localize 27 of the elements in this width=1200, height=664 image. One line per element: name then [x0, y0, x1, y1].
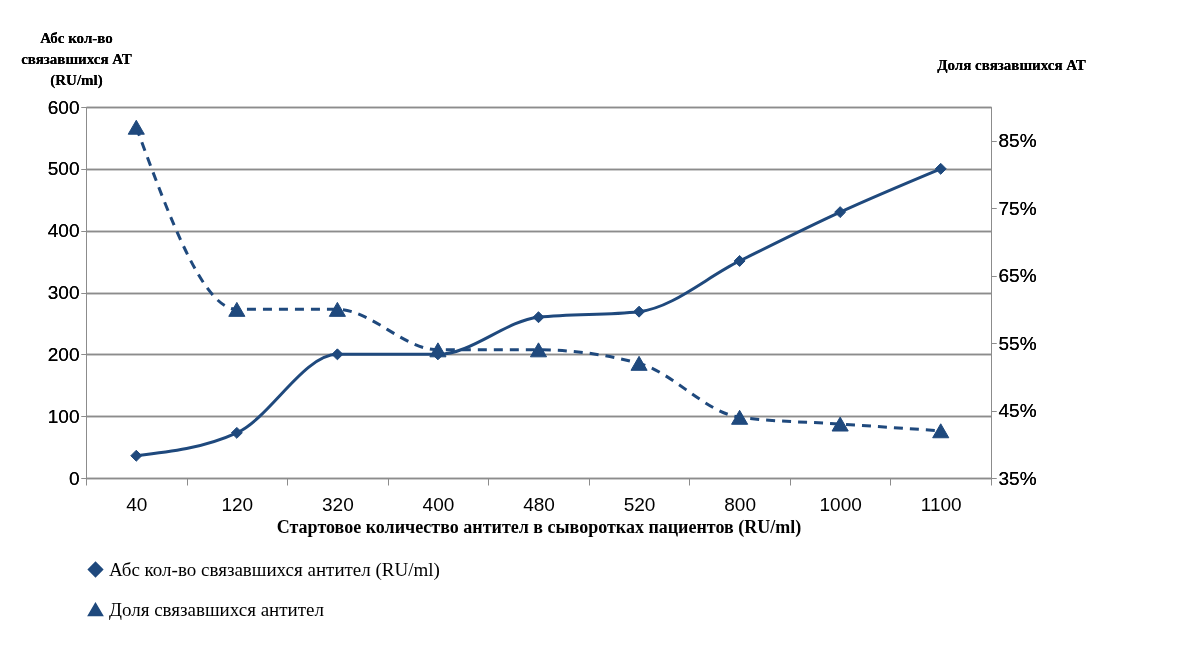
y-tick-label: 300	[47, 282, 80, 303]
x-tick-label: 520	[623, 493, 656, 515]
y-tick-label: 600	[47, 96, 80, 118]
x-tick-label: 1100	[920, 493, 962, 515]
x-tick-label: 40	[126, 493, 148, 515]
y-tick-label: 400	[47, 220, 80, 242]
y-tick-label: 200	[47, 343, 80, 365]
y2-tick-label: 55%	[998, 332, 1037, 354]
y-tick-label: 100	[47, 405, 80, 427]
x-tick-label: 800	[724, 493, 756, 515]
y2-tick-label: 45%	[998, 400, 1037, 422]
y-tick-label: 500	[47, 158, 80, 180]
legend-label: Доля связавшихся антител	[109, 598, 325, 620]
x-tick-label: 320	[322, 493, 354, 515]
x-tick-label: 1000	[819, 493, 862, 515]
x-tick-label: 400	[422, 493, 455, 515]
y-tick-label: 0	[68, 467, 80, 489]
y2-tick-label: 65%	[998, 265, 1037, 287]
y2-tick-label: 85%	[998, 130, 1037, 152]
y2-tick-label: 75%	[998, 197, 1037, 219]
x-axis-title: Стартовое количество антител в сыворотках пациентов (RU/ml)	[276, 516, 802, 538]
legend-label: Абс кол-во связавшихся антител (RU/ml)	[109, 558, 440, 581]
x-tick-label: 480	[523, 493, 555, 515]
x-tick-label: 120	[221, 493, 254, 515]
y2-axis-title: Доля связавшихся АТ	[937, 56, 1086, 73]
y2-tick-label: 35%	[998, 467, 1037, 489]
y-axis-title: Абс кол-во связавшихся АТ (RU/ml)	[21, 29, 132, 89]
